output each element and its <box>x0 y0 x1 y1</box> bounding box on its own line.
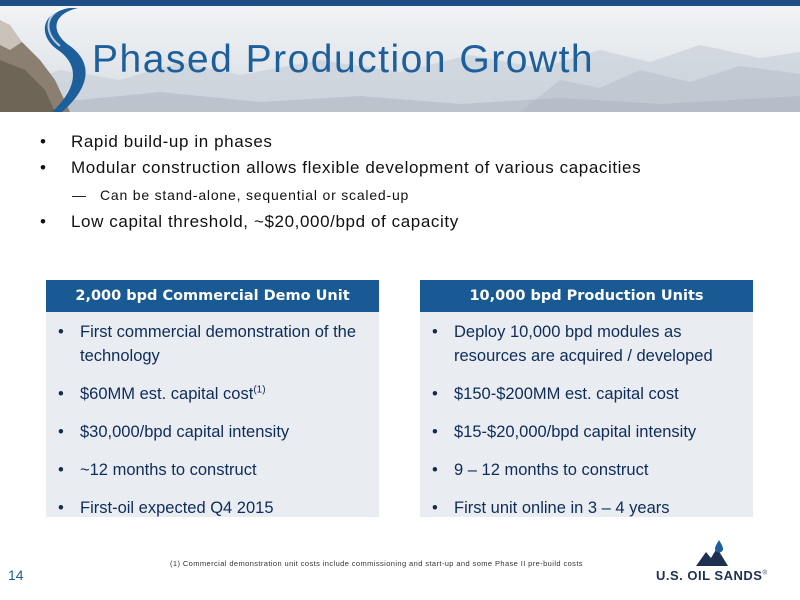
bullet-dot: • <box>40 132 47 151</box>
list-bullet: • <box>432 499 438 517</box>
list-bullet: • <box>58 499 64 517</box>
header-banner: Phased Production Growth <box>0 0 800 112</box>
list-item-text: $150-$200MM est. capital cost <box>454 385 679 403</box>
list-item: • First-oil expected Q4 2015 <box>46 496 379 520</box>
trademark-symbol: ® <box>762 570 768 577</box>
header-top-line <box>0 0 800 6</box>
list-item-text: First-oil expected Q4 2015 <box>80 499 274 517</box>
list-item-text: $60MM est. capital cost <box>80 385 254 403</box>
oil-drop-mountain-icon <box>696 540 728 566</box>
list-bullet: • <box>58 423 64 441</box>
bullet-list: • Rapid build-up in phases • Modular con… <box>40 132 780 238</box>
demo-unit-box-header: 2,000 bpd Commercial Demo Unit <box>46 280 379 312</box>
demo-unit-box: 2,000 bpd Commercial Demo Unit • First c… <box>46 280 379 517</box>
production-units-list: • Deploy 10,000 bpd modules as resources… <box>420 312 753 520</box>
list-item: • First unit online in 3 – 4 years <box>420 496 753 520</box>
sub-bullet-dash: — <box>72 187 87 203</box>
list-item-text: 9 – 12 months to construct <box>454 461 649 479</box>
bullet-text: Modular construction allows flexible dev… <box>71 158 642 177</box>
list-item-text: ~12 months to construct <box>80 461 257 479</box>
list-item: • $30,000/bpd capital intensity <box>46 420 379 444</box>
logo-name: U.S. OIL SANDS <box>656 568 763 583</box>
logo-text: U.S. OIL SANDS® <box>656 568 767 583</box>
sub-bullet-text: Can be stand-alone, sequential or scaled… <box>100 187 410 203</box>
list-bullet: • <box>58 385 64 403</box>
list-item-text: First unit online in 3 – 4 years <box>454 499 670 517</box>
list-item: • 9 – 12 months to construct <box>420 458 753 482</box>
company-logo: U.S. OIL SANDS® <box>656 540 796 590</box>
list-item: • $60MM est. capital cost(1) <box>46 382 379 406</box>
bullet-text: Rapid build-up in phases <box>71 132 273 151</box>
list-bullet: • <box>432 461 438 479</box>
bullet-dot: • <box>40 158 47 177</box>
list-item-text: Deploy 10,000 bpd modules as resources a… <box>454 323 713 365</box>
list-item: • $150-$200MM est. capital cost <box>420 382 753 406</box>
list-bullet: • <box>432 385 438 403</box>
footnote: (1) Commercial demonstration unit costs … <box>170 559 583 568</box>
list-item: • Deploy 10,000 bpd modules as resources… <box>420 320 753 368</box>
bullet-item: • Modular construction allows flexible d… <box>40 158 780 184</box>
list-bullet: • <box>58 323 64 341</box>
list-bullet: • <box>432 323 438 341</box>
list-item-text: $15-$20,000/bpd capital intensity <box>454 423 697 441</box>
footnote-reference: (1) <box>253 384 266 396</box>
bullet-text: Low capital threshold, ~$20,000/bpd of c… <box>71 212 459 231</box>
bullet-item: • Low capital threshold, ~$20,000/bpd of… <box>40 212 780 238</box>
production-units-box: 10,000 bpd Production Units • Deploy 10,… <box>420 280 753 517</box>
slide-title: Phased Production Growth <box>92 38 595 81</box>
list-item: • $15-$20,000/bpd capital intensity <box>420 420 753 444</box>
list-item-text: $30,000/bpd capital intensity <box>80 423 290 441</box>
bullet-item: • Rapid build-up in phases <box>40 132 780 158</box>
sub-bullet-item: — Can be stand-alone, sequential or scal… <box>40 184 780 212</box>
list-item-text: First commercial demonstration of the te… <box>80 323 357 365</box>
page-number: 14 <box>8 567 24 583</box>
list-item: • ~12 months to construct <box>46 458 379 482</box>
list-item: • First commercial demonstration of the … <box>46 320 379 368</box>
demo-unit-list: • First commercial demonstration of the … <box>46 312 379 520</box>
mountain-landscape-image <box>0 7 800 112</box>
list-bullet: • <box>58 461 64 479</box>
production-units-box-header: 10,000 bpd Production Units <box>420 280 753 312</box>
bullet-dot: • <box>40 212 47 231</box>
list-bullet: • <box>432 423 438 441</box>
